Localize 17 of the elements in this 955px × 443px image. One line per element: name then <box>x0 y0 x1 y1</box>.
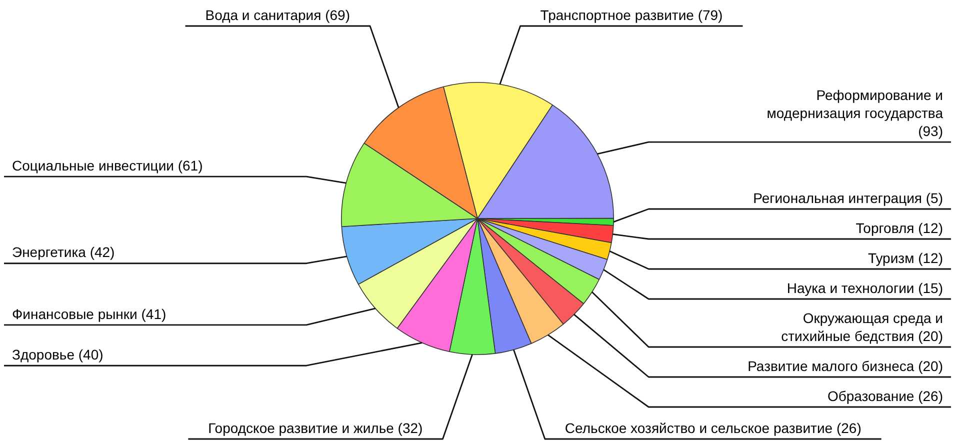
slice-label: Здоровье (40) <box>12 346 104 362</box>
slice-label: Транспортное развитие (79) <box>540 6 723 23</box>
slice-label: Финансовые рынки (41) <box>12 306 166 322</box>
slice-label: Туризм (12) <box>868 250 943 266</box>
data-label: (93) <box>918 122 943 139</box>
slice-label: Образование (26) <box>827 388 943 404</box>
slice-label: Вода и санитария (69) <box>205 6 350 23</box>
slice-label: Сельское хозяйство и сельское развитие (26) <box>564 420 862 436</box>
slice-label: Социальные инвестиции (61) <box>12 157 203 174</box>
slice-label: Окружающая среда и стихийные бедствия (20) <box>781 310 943 344</box>
slice-label: Региональная интеграция (5) <box>753 190 943 206</box>
slice-label: Реформирование и модернизация государства <box>766 86 944 121</box>
slice-label: Наука и технологии (15) <box>786 280 943 296</box>
slice-label: Развитие малого бизнеса (20) <box>748 358 943 374</box>
slice-label: Энергетика (42) <box>12 244 115 260</box>
slice-label: Торговля (12) <box>856 220 943 236</box>
slice-label: Городское развитие и жилье (32) <box>208 420 423 436</box>
